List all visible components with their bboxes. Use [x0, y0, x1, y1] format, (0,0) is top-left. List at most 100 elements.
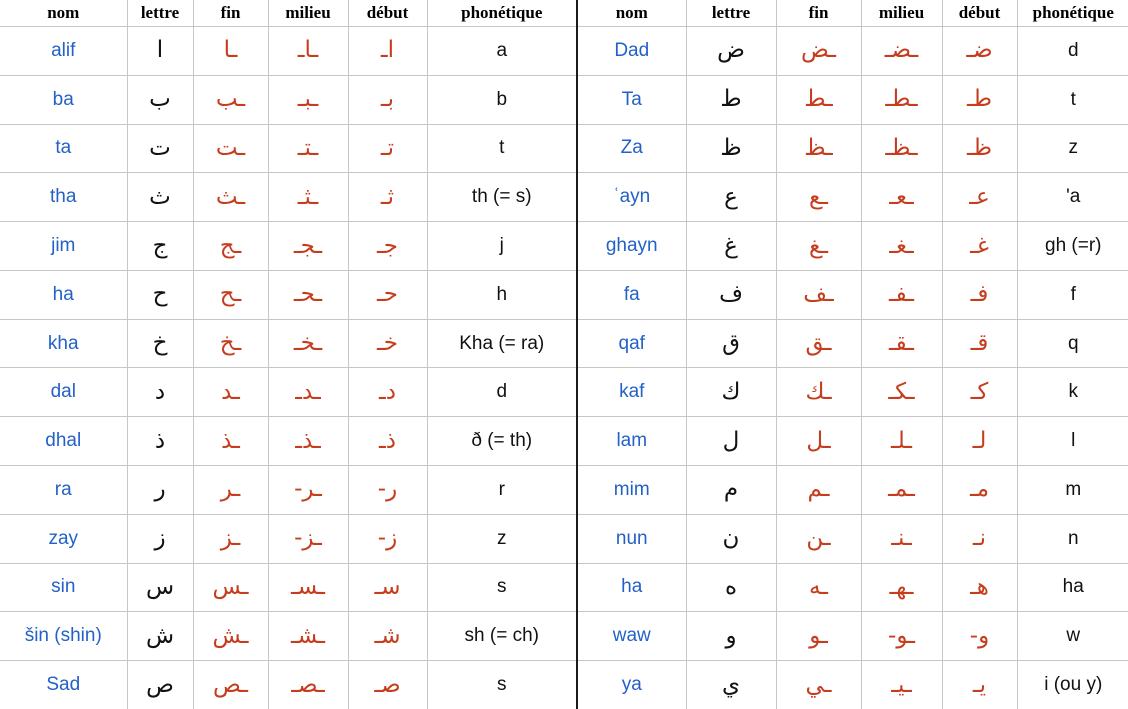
letter-name-link[interactable]: Sad [46, 674, 81, 696]
medial-form-link[interactable]: ـصـ [291, 671, 325, 698]
final-form-link[interactable]: ـظ [804, 134, 833, 161]
final-form-link[interactable]: ـس [212, 573, 249, 600]
medial-form-link[interactable]: ـضـ [884, 37, 919, 64]
final-form-link[interactable]: ـا [223, 37, 238, 64]
initial-form-link[interactable]: فـ [970, 281, 989, 308]
medial-form-link[interactable]: ـفـ [888, 281, 915, 308]
final-form-link[interactable]: ـف [803, 281, 834, 308]
medial-form-link[interactable]: ـبـ [297, 86, 319, 113]
letter-name-link[interactable]: dhal [45, 430, 82, 452]
initial-form-link[interactable]: ثـ [380, 183, 395, 210]
medial-form-link[interactable]: ـاـ [297, 37, 319, 64]
final-form-link[interactable]: ـغ [809, 232, 828, 259]
medial-form-link[interactable]: ـدـ [295, 378, 321, 405]
initial-form-link[interactable]: غـ [970, 232, 989, 259]
letter-name-link[interactable]: mim [613, 478, 650, 500]
medial-form-link[interactable]: ـطـ [885, 86, 918, 113]
initial-form-link[interactable]: طـ [966, 86, 993, 113]
letter-name-link[interactable]: fa [623, 283, 640, 305]
medial-form-link[interactable]: ـغـ [889, 232, 914, 259]
initial-form-link[interactable]: و- [969, 622, 990, 649]
initial-form-link[interactable]: نـ [972, 525, 987, 552]
medial-form-link[interactable]: ـحـ [293, 281, 323, 308]
final-form-link[interactable]: ـج [219, 232, 242, 259]
letter-name-link[interactable]: kha [47, 332, 79, 354]
letter-name-link[interactable]: zay [48, 527, 79, 549]
medial-form-link[interactable]: ـجـ [293, 232, 323, 259]
final-form-link[interactable]: ـق [805, 330, 832, 357]
letter-name-link[interactable]: šin (shin) [24, 625, 102, 647]
final-form-link[interactable]: ـو [809, 622, 828, 649]
medial-form-link[interactable]: ـلـ [890, 427, 913, 454]
initial-form-link[interactable]: خـ [377, 330, 398, 357]
initial-form-link[interactable]: كـ [970, 378, 989, 405]
initial-form-link[interactable]: ظـ [966, 134, 993, 161]
medial-form-link[interactable]: ـكـ [888, 378, 915, 405]
medial-form-link[interactable]: ـثـ [297, 183, 319, 210]
final-form-link[interactable]: ـن [806, 525, 831, 552]
medial-form-link[interactable]: ـخـ [293, 330, 323, 357]
letter-name-link[interactable]: ghayn [605, 235, 658, 257]
initial-form-link[interactable]: يـ [972, 671, 987, 698]
initial-form-link[interactable]: شـ [374, 622, 401, 649]
medial-form-link[interactable]: ـشـ [291, 622, 325, 649]
final-form-link[interactable]: ـخ [219, 330, 242, 357]
initial-form-link[interactable]: اـ [380, 37, 395, 64]
final-form-link[interactable]: ـت [215, 134, 246, 161]
initial-form-link[interactable]: دـ [379, 378, 396, 405]
final-form-link[interactable]: ـد [221, 378, 240, 405]
initial-form-link[interactable]: بـ [380, 86, 395, 113]
final-form-link[interactable]: ـه [808, 573, 829, 600]
letter-name-link[interactable]: ha [621, 576, 643, 598]
letter-name-link[interactable]: ha [52, 283, 74, 305]
letter-name-link[interactable]: nun [615, 527, 648, 549]
medial-form-link[interactable]: ـسـ [291, 573, 325, 600]
initial-form-link[interactable]: ر- [377, 476, 398, 503]
medial-form-link[interactable]: ـمـ [888, 476, 915, 503]
final-form-link[interactable]: ـر [220, 476, 241, 503]
medial-form-link[interactable]: ـتـ [297, 134, 319, 161]
letter-name-link[interactable]: tha [50, 186, 77, 208]
initial-form-link[interactable]: ذـ [379, 427, 396, 454]
initial-form-link[interactable]: هـ [970, 573, 989, 600]
medial-form-link[interactable]: ـنـ [891, 525, 912, 552]
letter-name-link[interactable]: ba [52, 88, 74, 110]
final-form-link[interactable]: ـث [215, 183, 246, 210]
final-form-link[interactable]: ـض [801, 37, 836, 64]
letter-name-link[interactable]: sin [51, 576, 76, 598]
final-form-link[interactable]: ـم [807, 476, 830, 503]
letter-name-link[interactable]: alif [51, 39, 76, 61]
initial-form-link[interactable]: لـ [972, 427, 987, 454]
medial-form-link[interactable]: ـز- [294, 525, 322, 552]
letter-name-link[interactable]: ʿayn [613, 186, 651, 208]
final-form-link[interactable]: ـب [215, 86, 246, 113]
letter-name-link[interactable]: qaf [618, 332, 645, 354]
final-form-link[interactable]: ـش [212, 622, 249, 649]
final-form-link[interactable]: ـز [220, 525, 241, 552]
letter-name-link[interactable]: Dad [614, 39, 650, 61]
medial-form-link[interactable]: ـو- [888, 622, 915, 649]
letter-name-link[interactable]: waw [612, 625, 651, 647]
letter-name-link[interactable]: Za [620, 137, 643, 159]
letter-name-link[interactable]: dal [50, 381, 76, 403]
final-form-link[interactable]: ـع [809, 183, 828, 210]
medial-form-link[interactable]: ـذـ [295, 427, 321, 454]
medial-form-link[interactable]: ـعـ [889, 183, 914, 210]
final-form-link[interactable]: ـص [213, 671, 248, 698]
initial-form-link[interactable]: قـ [970, 330, 989, 357]
initial-form-link[interactable]: صـ [374, 671, 401, 698]
initial-form-link[interactable]: ز- [377, 525, 398, 552]
letter-name-link[interactable]: ta [55, 137, 72, 159]
initial-form-link[interactable]: مـ [969, 476, 990, 503]
medial-form-link[interactable]: ـر- [294, 476, 322, 503]
initial-form-link[interactable]: جـ [377, 232, 398, 259]
initial-form-link[interactable]: عـ [969, 183, 990, 210]
initial-form-link[interactable]: ضـ [966, 37, 993, 64]
medial-form-link[interactable]: ـيـ [891, 671, 912, 698]
medial-form-link[interactable]: ـقـ [888, 330, 915, 357]
letter-name-link[interactable]: ya [621, 674, 642, 696]
letter-name-link[interactable]: ra [54, 478, 72, 500]
final-form-link[interactable]: ـح [219, 281, 242, 308]
initial-form-link[interactable]: حـ [377, 281, 398, 308]
letter-name-link[interactable]: lam [616, 430, 648, 452]
